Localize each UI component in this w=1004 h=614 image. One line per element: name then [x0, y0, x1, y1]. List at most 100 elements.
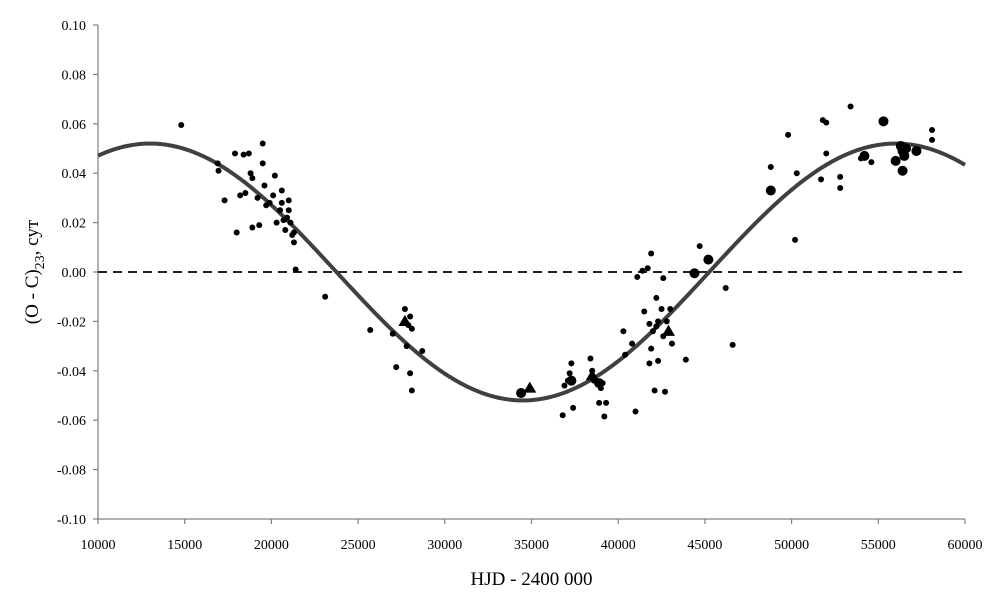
- data-point-small: [634, 273, 641, 280]
- svg-text:(O - C)23, сут: (O - C)23, сут: [22, 219, 48, 324]
- data-point-small: [655, 318, 662, 325]
- data-point-small: [559, 412, 566, 419]
- data-point-large: [878, 116, 889, 127]
- y-tick-label: -0.04: [57, 365, 86, 380]
- data-point-small: [682, 356, 689, 363]
- y-tick-label: 0.08: [62, 68, 87, 83]
- data-point-small: [259, 140, 266, 147]
- x-tick-label: 50000: [774, 538, 809, 553]
- data-point-small: [254, 194, 261, 201]
- y-tick-label: -0.10: [57, 513, 86, 528]
- y-tick-label: -0.08: [57, 464, 86, 479]
- data-point-small: [651, 387, 658, 394]
- data-point-small: [322, 293, 329, 300]
- data-point-small: [290, 239, 297, 246]
- data-point-small: [646, 320, 653, 327]
- data-point-small: [270, 192, 277, 199]
- data-point-small: [247, 170, 254, 177]
- data-point-small: [646, 360, 653, 367]
- data-point-large: [897, 165, 908, 176]
- data-point-small: [620, 328, 627, 335]
- data-point-small: [629, 340, 636, 347]
- data-point-large: [516, 388, 527, 399]
- x-tick-label: 10000: [81, 538, 116, 553]
- data-point-large: [689, 268, 700, 279]
- data-point-small: [237, 192, 244, 199]
- data-point-small: [240, 151, 247, 158]
- data-point-small: [282, 227, 289, 234]
- data-point-small: [287, 219, 294, 226]
- y-tick-label: 0.06: [62, 118, 87, 133]
- data-point-small: [662, 388, 669, 395]
- data-point-small: [823, 150, 830, 157]
- x-tick-label: 15000: [167, 538, 202, 553]
- x-axis-title: HJD - 2400 000: [471, 569, 593, 590]
- data-point-small: [419, 348, 426, 355]
- data-point-small: [233, 229, 240, 236]
- data-point-small: [285, 207, 292, 214]
- data-point-small: [249, 175, 256, 182]
- y-axis-title-main: (O - C): [22, 269, 43, 324]
- data-point-small: [639, 267, 646, 274]
- data-point-small: [566, 370, 573, 377]
- x-tick-label: 35000: [514, 538, 549, 553]
- data-point-small: [929, 126, 936, 133]
- data-point-small: [393, 364, 400, 371]
- data-point-small: [403, 343, 410, 350]
- data-point-small: [792, 236, 799, 243]
- y-tick-label: -0.06: [57, 414, 86, 429]
- data-point-small: [603, 399, 610, 406]
- data-point-small: [266, 199, 273, 206]
- data-point-large: [911, 145, 922, 156]
- data-point-small: [277, 207, 284, 214]
- data-point-small: [407, 370, 414, 377]
- data-point-large: [703, 254, 714, 265]
- data-point-small: [389, 330, 396, 337]
- data-point-small: [632, 408, 639, 415]
- y-axis-title-subscript: 23: [33, 255, 48, 269]
- data-point-small: [261, 182, 268, 189]
- x-tick-label: 30000: [427, 538, 462, 553]
- data-point-large: [859, 150, 870, 161]
- data-point-small: [256, 222, 263, 229]
- data-point-small: [601, 413, 608, 420]
- data-point-small: [837, 185, 844, 192]
- data-point-triangle: [661, 324, 675, 336]
- data-point-small: [231, 150, 238, 157]
- y-tick-label: -0.02: [57, 315, 86, 330]
- data-point-small: [868, 159, 875, 166]
- data-point-small: [653, 323, 660, 330]
- data-point-small: [407, 313, 414, 320]
- data-point-small: [722, 285, 729, 292]
- data-point-small: [667, 306, 674, 313]
- data-point-small: [837, 173, 844, 180]
- data-point-small: [644, 265, 651, 272]
- data-point-small: [649, 328, 656, 335]
- sine-fit-curve: [97, 141, 967, 403]
- x-axis-ticks: 10000 15000 20000 25000 30000 35000 40000 45000…: [81, 519, 983, 553]
- data-point-small: [284, 214, 291, 221]
- data-point-small: [663, 318, 670, 325]
- data-point-small: [273, 219, 280, 226]
- data-point-large: [594, 378, 605, 389]
- data-point-small: [818, 176, 825, 183]
- plot-area: -0.10 -0.08 -0.06 -0.04 -0.02 0.00 0.02 0.04 0.0…: [57, 19, 983, 553]
- data-point-small: [570, 404, 577, 411]
- data-point-triangle: [585, 369, 599, 381]
- x-tick-label: 20000: [254, 538, 289, 553]
- y-tick-label: 0.00: [62, 266, 87, 281]
- y-axis-title-suffix: , сут: [22, 219, 43, 255]
- data-point-small: [729, 341, 736, 348]
- data-point-small: [648, 345, 655, 352]
- data-point-small: [290, 229, 297, 236]
- data-point-small: [259, 160, 266, 167]
- data-point-small: [655, 357, 662, 364]
- y-axis-title: (O - C)23, сут: [22, 219, 48, 324]
- data-point-small: [367, 327, 374, 334]
- x-tick-label: 45000: [687, 538, 722, 553]
- y-tick-label: 0.04: [62, 167, 87, 182]
- data-point-small: [278, 199, 285, 206]
- x-tick-label: 25000: [341, 538, 376, 553]
- data-point-small: [668, 340, 675, 347]
